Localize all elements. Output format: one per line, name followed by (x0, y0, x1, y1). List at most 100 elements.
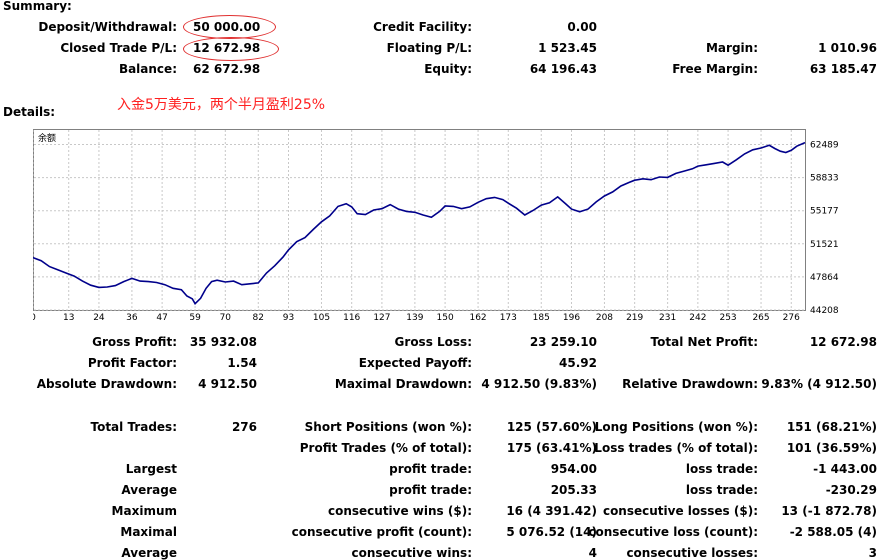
x-tick-label: 276 (783, 313, 800, 323)
total-trades-value: 276 (231, 420, 257, 434)
average-profit-value: 205.33 (550, 483, 597, 497)
balance-value: 62 672.98 (193, 62, 261, 76)
y-tick-label: 47864 (810, 273, 839, 283)
equity-label: Equity: (424, 62, 472, 76)
profit-trades-value: 175 (63.41%) (506, 441, 597, 455)
largest-profit-label: profit trade: (389, 462, 472, 476)
average-loss-label: loss trade: (685, 483, 758, 497)
y-tick-label: 51521 (810, 240, 839, 250)
profit-factor-label: Profit Factor: (87, 356, 177, 370)
x-tick-label: 13 (63, 313, 74, 323)
chart-plot-frame (33, 129, 806, 311)
x-tick-label: 242 (689, 313, 706, 323)
x-tick-label: 59 (189, 313, 201, 323)
balance-label: Balance: (118, 62, 177, 76)
credit-value: 0.00 (567, 20, 597, 34)
max-consecutive-losses-value: 13 (-1 872.78) (781, 504, 877, 518)
balance-chart: 0 13 24 36 47 59 70 82 93 105 116 127 139 150 162 173 18… (33, 129, 839, 323)
absolute-drawdown-value: 4 912.50 (198, 377, 257, 391)
floating-label: Floating P/L: (386, 41, 472, 55)
x-tick-label: 24 (93, 313, 105, 323)
gross-loss-label: Gross Loss: (394, 335, 472, 349)
floating-value: 1 523.45 (538, 41, 597, 55)
details-heading: Details: (3, 105, 56, 119)
average-consecutive-losses-value: 3 (868, 546, 877, 560)
x-tick-label: 196 (563, 313, 580, 323)
max-consecutive-wins-value: 16 (4 391.42) (506, 504, 597, 518)
deposit-highlight-ellipse (183, 15, 276, 39)
closed-pl-label: Closed Trade P/L: (60, 41, 177, 55)
x-tick-label: 127 (373, 313, 390, 323)
chart-x-ticks: 0 13 24 36 47 59 70 82 93 105 116 127 139 150 162 173 18… (33, 313, 800, 323)
average-label: Average (121, 483, 177, 497)
free-margin-value: 63 185.47 (809, 62, 877, 76)
average-profit-label: profit trade: (389, 483, 472, 497)
x-tick-label: 116 (343, 313, 360, 323)
relative-drawdown-label: Relative Drawdown: (622, 377, 758, 391)
maximal-drawdown-label: Maximal Drawdown: (334, 377, 472, 391)
y-tick-label: 44208 (810, 306, 839, 316)
y-tick-label: 55177 (810, 207, 839, 217)
largest-label: Largest (125, 462, 177, 476)
profit-factor-value: 1.54 (227, 356, 257, 370)
x-tick-label: 139 (406, 313, 423, 323)
long-positions-label: Long Positions (won %): (594, 420, 758, 434)
loss-trades-value: 101 (36.59%) (786, 441, 877, 455)
total-net-profit-value: 12 672.98 (809, 335, 877, 349)
maximal-drawdown-value: 4 912.50 (9.83%) (481, 377, 597, 391)
average-consecutive-label: Average (121, 546, 177, 560)
loss-trades-label: Loss trades (% of total): (594, 441, 758, 455)
maximal-consecutive-loss-value: -2 588.05 (4) (789, 525, 877, 539)
x-tick-label: 231 (659, 313, 676, 323)
x-tick-label: 162 (469, 313, 486, 323)
maximal-consecutive-profit-value: 5 076.52 (14) (506, 525, 597, 539)
chart-grid (33, 130, 805, 311)
short-positions-value: 125 (57.60%) (506, 420, 597, 434)
x-tick-label: 82 (253, 313, 264, 323)
maximal-consecutive-loss-label: consecutive loss (count): (588, 525, 758, 539)
total-net-profit-label: Total Net Profit: (650, 335, 758, 349)
x-tick-label: 219 (626, 313, 643, 323)
largest-loss-value: -1 443.00 (813, 462, 877, 476)
equity-value: 64 196.43 (529, 62, 597, 76)
x-tick-label: 93 (283, 313, 294, 323)
max-consecutive-wins-label: consecutive wins ($): (327, 504, 472, 518)
long-positions-value: 151 (68.21%) (786, 420, 877, 434)
x-tick-label: 265 (752, 313, 769, 323)
absolute-drawdown-label: Absolute Drawdown: (36, 377, 177, 391)
x-tick-label: 208 (596, 313, 613, 323)
expected-payoff-label: Expected Payoff: (358, 356, 472, 370)
x-tick-label: 70 (220, 313, 232, 323)
average-consecutive-losses-label: consecutive losses: (626, 546, 758, 560)
profit-trades-label: Profit Trades (% of total): (299, 441, 472, 455)
maximum-label: Maximum (111, 504, 177, 518)
closed-pl-highlight-ellipse (183, 37, 279, 61)
x-tick-label: 150 (437, 313, 454, 323)
summary-heading: Summary: (3, 0, 72, 13)
gross-loss-value: 23 259.10 (529, 335, 597, 349)
x-tick-label: 253 (719, 313, 736, 323)
gross-profit-value: 35 932.08 (189, 335, 257, 349)
maximal-label: Maximal (120, 525, 177, 539)
largest-profit-value: 954.00 (550, 462, 597, 476)
y-tick-label: 62489 (810, 140, 839, 150)
credit-label: Credit Facility: (373, 20, 472, 34)
gross-profit-label: Gross Profit: (92, 335, 177, 349)
margin-label: Margin: (705, 41, 758, 55)
average-consecutive-wins-value: 4 (588, 546, 597, 560)
balance-line (33, 141, 806, 305)
margin-value: 1 010.96 (818, 41, 877, 55)
x-tick-label: 36 (126, 313, 138, 323)
relative-drawdown-value: 9.83% (4 912.50) (761, 377, 877, 391)
deposit-label: Deposit/Withdrawal: (38, 20, 177, 34)
total-trades-label: Total Trades: (90, 420, 177, 434)
profit-annotation: 入金5万美元，两个半月盈利25% (117, 97, 326, 113)
short-positions-label: Short Positions (won %): (304, 420, 472, 434)
y-tick-label: 58833 (810, 174, 839, 184)
free-margin-label: Free Margin: (672, 62, 758, 76)
chart-title: 余额 (38, 132, 56, 144)
average-consecutive-wins-label: consecutive wins: (351, 546, 472, 560)
x-tick-label: 173 (500, 313, 517, 323)
x-tick-label: 105 (313, 313, 330, 323)
maximal-consecutive-profit-label: consecutive profit (count): (291, 525, 472, 539)
